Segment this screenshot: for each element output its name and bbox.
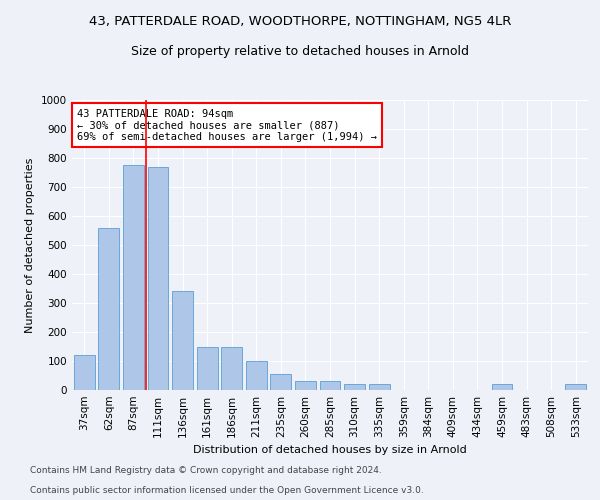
Text: Contains HM Land Registry data © Crown copyright and database right 2024.: Contains HM Land Registry data © Crown c… [30,466,382,475]
Bar [491,384,512,390]
Bar [246,361,267,390]
Bar [344,384,365,390]
Bar [98,228,119,390]
Bar [295,382,316,390]
Bar [565,384,586,390]
Bar [172,292,193,390]
Text: 43, PATTERDALE ROAD, WOODTHORPE, NOTTINGHAM, NG5 4LR: 43, PATTERDALE ROAD, WOODTHORPE, NOTTING… [89,15,511,28]
Bar [123,166,144,390]
Bar [148,166,169,390]
Text: 43 PATTERDALE ROAD: 94sqm
← 30% of detached houses are smaller (887)
69% of semi: 43 PATTERDALE ROAD: 94sqm ← 30% of detac… [77,108,377,142]
Y-axis label: Number of detached properties: Number of detached properties [25,158,35,332]
Bar [74,355,95,390]
Bar [221,346,242,390]
X-axis label: Distribution of detached houses by size in Arnold: Distribution of detached houses by size … [193,446,467,456]
Bar [320,382,340,390]
Text: Size of property relative to detached houses in Arnold: Size of property relative to detached ho… [131,45,469,58]
Text: Contains public sector information licensed under the Open Government Licence v3: Contains public sector information licen… [30,486,424,495]
Bar [197,346,218,390]
Bar [271,374,292,390]
Bar [368,384,389,390]
